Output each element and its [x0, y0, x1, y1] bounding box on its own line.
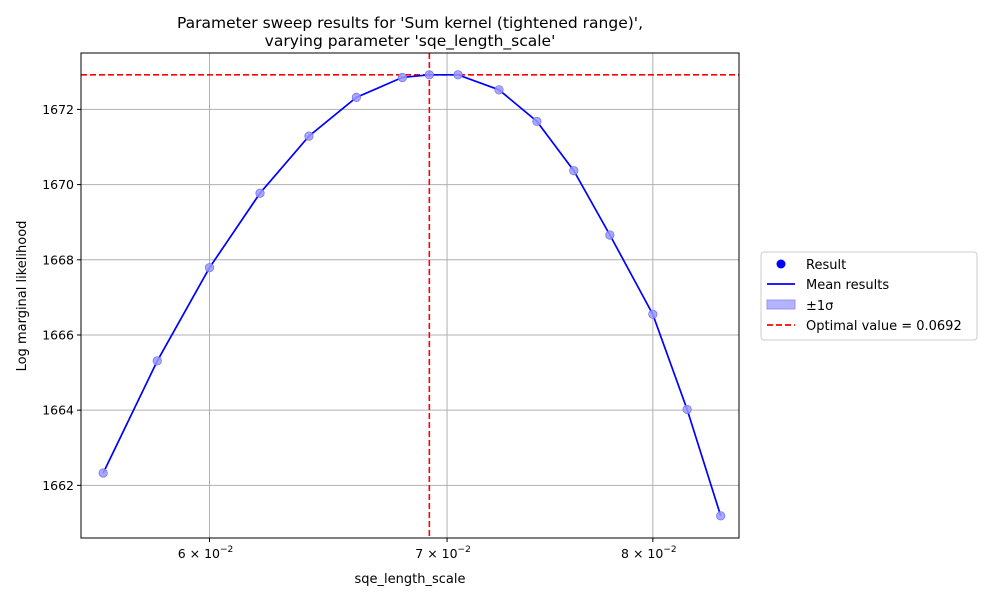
legend-box	[760, 251, 978, 341]
x-tick-label: 6 × 10−2	[178, 545, 234, 561]
y-axis-label: Log marginal likelihood	[15, 221, 30, 372]
x-tick-label-base: 7 × 10	[415, 546, 457, 561]
x-axis-label: sqe_length_scale	[355, 572, 466, 587]
y-tick-label: 1672	[42, 102, 74, 117]
legend-result-label: Result	[806, 258, 846, 273]
x-tick-label-base: 6 × 10	[178, 546, 220, 561]
result-point	[304, 131, 314, 141]
y-tick-label: 1670	[42, 177, 74, 192]
result-point	[682, 404, 692, 415]
result-point	[152, 356, 162, 366]
x-tick-label-base: 8 × 10	[621, 546, 663, 561]
y-tick-label: 1664	[42, 403, 74, 418]
result-point	[453, 70, 463, 80]
y-axis-ticks: 1662 1664 1666 1668 1670 1672	[42, 102, 81, 493]
y-tick-label: 1662	[42, 478, 74, 493]
data-series	[98, 70, 726, 521]
optimal-reference-lines	[81, 53, 739, 538]
result-point	[569, 166, 579, 176]
plot-area-frame	[80, 52, 740, 539]
x-tick-label-exponent: −2	[458, 545, 471, 555]
x-axis-ticks: 6 × 10−2 7 × 10−2 8 × 10−2	[178, 538, 677, 561]
y-tick-label: 1668	[42, 252, 74, 267]
x-tick-label: 7 × 10−2	[415, 545, 471, 561]
result-point	[255, 188, 265, 198]
y-tick-label: 1666	[42, 327, 74, 342]
legend-optimal-label: Optimal value = 0.0692	[806, 319, 962, 334]
chart-title-line1: Parameter sweep results for 'Sum kernel …	[177, 14, 643, 32]
legend: Result Mean results ±1σ Optimal value = …	[760, 251, 978, 341]
result-point	[424, 70, 434, 80]
result-point	[494, 85, 504, 95]
result-point	[397, 72, 407, 83]
mean-results-line	[102, 73, 722, 517]
legend-result-marker	[776, 259, 786, 269]
result-point	[605, 230, 615, 240]
result-point	[648, 309, 658, 319]
result-point	[204, 263, 215, 273]
legend-mean-label: Mean results	[806, 278, 889, 293]
result-point	[98, 468, 108, 478]
chart-title-line2: varying parameter 'sqe_length_scale'	[265, 32, 556, 51]
x-tick-label: 8 × 10−2	[621, 545, 677, 561]
x-tick-label-exponent: −2	[663, 545, 676, 555]
result-point	[716, 511, 726, 521]
result-point	[351, 92, 361, 102]
x-tick-label-exponent: −2	[220, 545, 233, 555]
grid-lines	[81, 53, 739, 538]
legend-sigma-label: ±1σ	[806, 299, 833, 314]
legend-sigma-patch	[766, 299, 796, 310]
result-point	[532, 116, 542, 127]
